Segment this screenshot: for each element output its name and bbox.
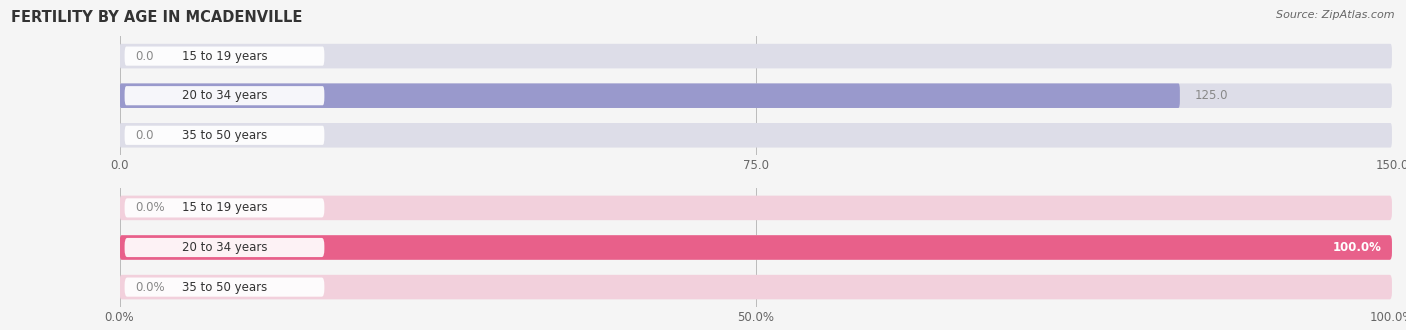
FancyBboxPatch shape — [120, 83, 1392, 108]
Text: FERTILITY BY AGE IN MCADENVILLE: FERTILITY BY AGE IN MCADENVILLE — [11, 10, 302, 25]
Text: 0.0%: 0.0% — [135, 280, 165, 294]
Text: 0.0: 0.0 — [135, 129, 153, 142]
Text: 15 to 19 years: 15 to 19 years — [181, 50, 267, 63]
FancyBboxPatch shape — [120, 235, 1392, 260]
Text: 35 to 50 years: 35 to 50 years — [181, 129, 267, 142]
FancyBboxPatch shape — [125, 278, 325, 297]
FancyBboxPatch shape — [120, 235, 1392, 260]
Text: 20 to 34 years: 20 to 34 years — [181, 241, 267, 254]
FancyBboxPatch shape — [125, 86, 325, 105]
FancyBboxPatch shape — [120, 83, 1180, 108]
FancyBboxPatch shape — [125, 126, 325, 145]
Text: 0.0: 0.0 — [135, 50, 153, 63]
FancyBboxPatch shape — [125, 198, 325, 217]
Text: 0.0%: 0.0% — [135, 201, 165, 214]
FancyBboxPatch shape — [125, 238, 325, 257]
Text: Source: ZipAtlas.com: Source: ZipAtlas.com — [1277, 10, 1395, 20]
FancyBboxPatch shape — [120, 275, 1392, 299]
Text: 100.0%: 100.0% — [1333, 241, 1382, 254]
FancyBboxPatch shape — [120, 196, 1392, 220]
FancyBboxPatch shape — [125, 47, 325, 66]
Text: 125.0: 125.0 — [1195, 89, 1229, 102]
Text: 20 to 34 years: 20 to 34 years — [181, 89, 267, 102]
Text: 35 to 50 years: 35 to 50 years — [181, 280, 267, 294]
FancyBboxPatch shape — [120, 44, 1392, 68]
FancyBboxPatch shape — [120, 123, 1392, 148]
Text: 15 to 19 years: 15 to 19 years — [181, 201, 267, 214]
